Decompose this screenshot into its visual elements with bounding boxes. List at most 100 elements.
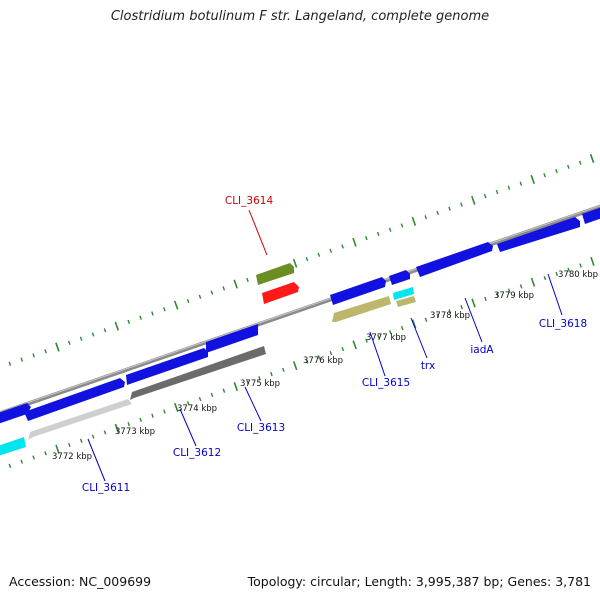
gene-block-khaki[interactable] [396,296,416,307]
leader-line [248,209,268,256]
ring-tick [388,227,392,232]
ring-tick [495,189,499,195]
ring-tick [448,206,451,211]
ring-tick [579,263,582,268]
kbp-label: 3772 kbp [52,452,92,462]
ring-tick [246,277,249,283]
ring-tick [55,444,60,454]
ring-tick [530,277,536,287]
gene-arrow[interactable] [126,348,208,385]
ring-tick [282,367,285,372]
gene-label-cli-3612[interactable]: CLI_3612 [173,447,221,459]
kbp-label: 3777 kbp [366,333,406,343]
gene-arrow[interactable] [497,217,580,252]
ring-tick [127,421,131,427]
ring-tick [530,174,535,184]
gene-arrow-red[interactable] [262,282,299,304]
ring-tick [460,202,463,207]
gene-label-cli-3615[interactable]: CLI_3615 [362,377,410,389]
ring-tick [400,325,404,331]
gene-block-cyan[interactable] [393,287,414,300]
gene-arrow[interactable] [582,207,600,224]
gene-arrow[interactable] [206,324,258,353]
ring-tick [68,442,71,448]
ring-tick [210,392,214,398]
ring-tick [329,351,333,356]
ring-tick [460,305,463,310]
ring-tick [341,244,344,249]
ring-tick [590,256,595,266]
ring-tick [329,248,333,253]
ring-tick [8,463,12,468]
ring-tick [411,216,417,226]
ring-tick [114,321,120,331]
gene-label-cli-3613[interactable]: CLI_3613 [237,422,285,434]
ring-tick [567,267,570,272]
ring-tick [163,307,166,312]
ring-tick [555,271,559,277]
ring-tick [305,256,309,262]
ring-tick [496,292,499,297]
gene-arrow[interactable] [24,378,125,421]
kbp-label: 3780 kbp [558,270,598,280]
gene-block-khaki[interactable] [332,296,391,322]
ring-tick [210,290,214,295]
ring-tick [114,423,120,433]
gene-arrow[interactable] [389,270,410,285]
leader-line [87,438,106,482]
ring-tick [578,160,582,165]
ring-tick [174,402,179,412]
ring-tick [352,237,357,247]
ring-tick [543,173,546,178]
ring-tick [507,288,511,293]
ring-tick [91,332,95,337]
gene-label-cli-3614[interactable]: CLI_3614 [225,195,274,207]
gene-arrow[interactable] [330,277,386,305]
map-title: Clostridium botulinum F str. Langeland, … [110,9,490,24]
gene-block-cyan[interactable] [0,437,26,456]
gene-label-iada[interactable]: iadA [470,344,494,356]
leader-line [464,297,483,343]
gene-arrow-olive[interactable] [256,263,294,285]
ring-tick [555,168,558,174]
reverse-gene-track [0,287,416,456]
gene-label-cli-3611[interactable]: CLI_3611 [82,482,130,494]
genome-backbone-highlight [0,205,600,413]
ring-tick [436,210,439,216]
kbp-label: 3776 kbp [303,356,343,366]
gene-arrow[interactable] [416,242,493,277]
ring-tick [246,380,249,385]
kbp-label: 3779 kbp [494,291,534,301]
genome-summary: Topology: circular; Length: 3,995,387 bp… [247,574,591,589]
gene-label-cli-3618[interactable]: CLI_3618 [539,318,587,330]
ring-tick [20,459,24,464]
ring-tick [507,185,511,190]
ring-tick [222,388,226,393]
ring-tick [32,353,35,358]
leader-line [410,317,428,359]
ring-tick [151,311,154,316]
ring-tick [377,334,380,339]
gene-block-gray[interactable] [130,346,266,400]
ring-tick [173,300,179,310]
ring-tick [127,319,131,325]
ring-tick [448,309,452,314]
gene-label-trx[interactable]: trx [421,360,435,372]
ring-tick [79,336,83,341]
kbp-labels: 3772 kbp 3773 kbp 3774 kbp 3775 kbp 3776… [52,270,598,462]
ring-tick [233,382,239,392]
ring-tick [484,296,487,302]
ring-tick [411,319,417,329]
ring-tick [365,338,368,343]
kbp-label: 3774 kbp [177,404,217,414]
outer-tick-ring [0,153,595,373]
gene-block-light[interactable] [28,399,132,440]
accession-label: Accession: NC_009699 [9,574,152,589]
ring-tick [67,340,71,345]
gene-arrow[interactable] [0,403,31,424]
leader-lines [87,209,563,482]
ring-tick [222,286,226,291]
ring-tick [8,361,12,366]
ring-tick [341,346,345,352]
ring-tick [292,258,298,268]
